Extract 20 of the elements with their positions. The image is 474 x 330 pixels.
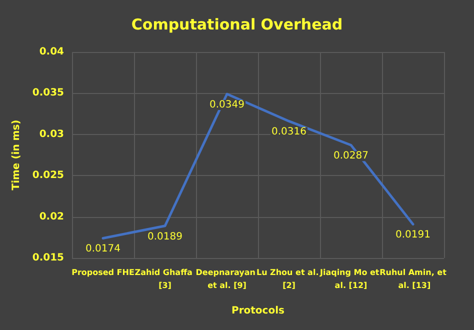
x-tick-label: Proposed FHE <box>72 268 134 277</box>
chart-title: Computational Overhead <box>131 16 343 34</box>
y-tick-label: 0.04 <box>39 46 64 58</box>
x-tick-label: Ruhul Amin, et al. [13] <box>380 268 447 290</box>
x-axis-title: Protocols <box>232 306 285 316</box>
y-tick-label: 0.035 <box>32 88 64 99</box>
x-tick-label: Zahid Ghaffa [3] <box>134 268 196 290</box>
data-label: 0.0189 <box>148 231 182 242</box>
y-tick-label: 0.015 <box>32 252 64 264</box>
y-tick-label: 0.02 <box>39 211 64 222</box>
data-label: 0.0316 <box>272 126 306 138</box>
data-label: 0.0287 <box>334 150 368 162</box>
y-tick-label: 0.025 <box>32 170 64 182</box>
y-axis-title: Time (in ms) <box>10 120 22 190</box>
data-label: 0.0191 <box>396 230 430 241</box>
x-tick-label: Jiaqing Mo et al. [12] <box>320 268 380 290</box>
y-tick-label: 0.03 <box>39 128 64 140</box>
x-tick-label: Deepnarayan et al. [9] <box>196 268 258 290</box>
data-label: 0.0349 <box>210 100 244 111</box>
data-label: 0.0174 <box>86 244 120 255</box>
